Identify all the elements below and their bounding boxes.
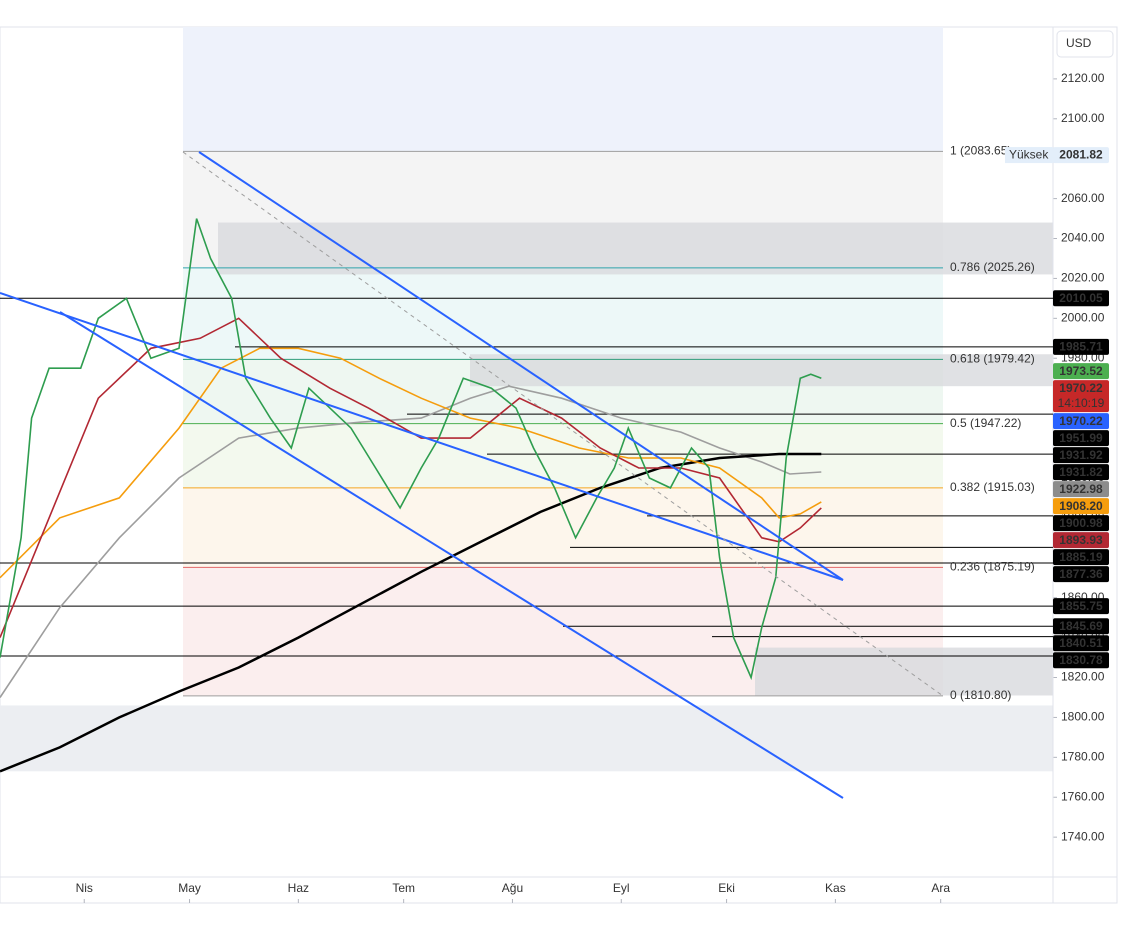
price-label-box bbox=[1053, 464, 1109, 481]
series-line bbox=[0, 317, 822, 638]
price-label-box bbox=[1053, 652, 1109, 669]
price-labels: 1 (2083.65) 0.786 (2025.26) 0.618 (1979.42… bbox=[76, 71, 1109, 895]
y-tick-label: 2060.00 bbox=[1061, 191, 1105, 205]
drawing-zones bbox=[0, 27, 1053, 772]
price-label: 1900.98 bbox=[1059, 516, 1103, 530]
tag-box bbox=[1005, 147, 1053, 164]
series-line bbox=[0, 218, 822, 681]
x-tick-label: Haz bbox=[288, 881, 309, 895]
price-label-box bbox=[1053, 380, 1109, 413]
countdown: 14:10:19 bbox=[1058, 396, 1105, 410]
fib-label: 0 (1810.80) bbox=[950, 688, 1011, 702]
channel-line bbox=[59, 311, 844, 799]
price-label: 1877.36 bbox=[1059, 567, 1103, 581]
y-tick-label: 2040.00 bbox=[1061, 231, 1105, 245]
price-label-box bbox=[1053, 635, 1109, 652]
y-tick-label: 1740.00 bbox=[1061, 829, 1105, 843]
grid bbox=[0, 27, 1117, 903]
price-label: 1931.92 bbox=[1059, 448, 1103, 462]
x-tick-label: Ara bbox=[931, 881, 950, 895]
fib-zone bbox=[183, 487, 943, 568]
price-label-box bbox=[1053, 566, 1109, 583]
price-label-box bbox=[1053, 481, 1109, 498]
fib-label: 0.5 (1947.22) bbox=[950, 416, 1021, 430]
fib-label: 0.236 (1875.19) bbox=[950, 560, 1035, 574]
price-label-box bbox=[1053, 549, 1109, 566]
price-label-box bbox=[1053, 363, 1109, 380]
price-label: 1830.78 bbox=[1059, 653, 1103, 667]
price-label: 1845.69 bbox=[1059, 619, 1103, 633]
price-label-box bbox=[1053, 290, 1109, 307]
y-tick-label: 1820.00 bbox=[1061, 670, 1105, 684]
range-box bbox=[0, 705, 1053, 772]
price-label: 1951.99 bbox=[1059, 431, 1103, 445]
tag: Yüksek bbox=[1009, 148, 1049, 162]
series-line bbox=[0, 385, 822, 698]
price-label-box bbox=[1053, 618, 1109, 635]
y-tick-label: 2020.00 bbox=[1061, 271, 1105, 285]
y-tick-label: 2100.00 bbox=[1061, 111, 1105, 125]
x-tick-label: Eki bbox=[718, 881, 735, 895]
price-label: 1970.22 bbox=[1059, 381, 1103, 395]
fib-label: 0.382 (1915.03) bbox=[950, 480, 1035, 494]
price-label: 1908.20 bbox=[1059, 499, 1103, 513]
price-label: 1855.75 bbox=[1059, 599, 1103, 613]
channel-line bbox=[198, 151, 844, 581]
price-label: 1893.93 bbox=[1059, 533, 1103, 547]
price-label: 1922.98 bbox=[1059, 482, 1103, 496]
price-label-box bbox=[1053, 338, 1109, 355]
series-line bbox=[0, 452, 822, 773]
currency-button[interactable] bbox=[1056, 30, 1114, 58]
x-tick-label: Eyl bbox=[613, 881, 630, 895]
x-tick-label: Nis bbox=[76, 881, 93, 895]
price-label: 1840.51 bbox=[1059, 636, 1103, 650]
price-label: 1931.82 bbox=[1059, 465, 1103, 479]
y-tick-label: 1800.00 bbox=[1061, 710, 1105, 724]
series-line bbox=[0, 347, 822, 579]
price-label-box bbox=[1053, 430, 1109, 447]
y-tick-label: 1780.00 bbox=[1061, 750, 1105, 764]
price-label-box bbox=[1053, 598, 1109, 615]
channel-line bbox=[0, 292, 844, 581]
fib-label: 1 (2083.65) bbox=[950, 144, 1011, 158]
series-layer bbox=[0, 218, 822, 773]
price-label-box bbox=[1053, 532, 1109, 549]
x-tick-label: Tem bbox=[392, 881, 415, 895]
fib-zone bbox=[183, 423, 943, 488]
range-box bbox=[218, 222, 1053, 275]
price-label-box bbox=[1053, 147, 1109, 164]
price-label: 1970.22 bbox=[1059, 414, 1103, 428]
fib-label: 0.618 (1979.42) bbox=[950, 352, 1035, 366]
price-label: 1885.19 bbox=[1059, 550, 1103, 564]
fib-trend-line bbox=[182, 151, 944, 697]
price-label: 2010.05 bbox=[1059, 291, 1103, 305]
price-label-box bbox=[1053, 413, 1109, 430]
x-tick-label: Kas bbox=[825, 881, 846, 895]
x-tick-label: Ağu bbox=[502, 881, 523, 895]
y-tick-label: 2000.00 bbox=[1061, 311, 1105, 325]
price-label-box bbox=[1053, 447, 1109, 464]
fib-zone bbox=[183, 267, 943, 360]
y-tick-label: 2120.00 bbox=[1061, 71, 1105, 85]
currency: USD bbox=[1066, 36, 1092, 50]
price-label-box bbox=[1053, 515, 1109, 532]
price-label: 2081.82 bbox=[1059, 148, 1103, 162]
zone bbox=[183, 27, 943, 152]
y-tick-label: 1760.00 bbox=[1061, 789, 1105, 803]
price-label: 1985.71 bbox=[1059, 340, 1103, 354]
x-tick-label: May bbox=[178, 881, 201, 895]
fib-label: 0.786 (2025.26) bbox=[950, 260, 1035, 274]
price-label-box bbox=[1053, 498, 1109, 515]
price-label: 1973.52 bbox=[1059, 364, 1103, 378]
